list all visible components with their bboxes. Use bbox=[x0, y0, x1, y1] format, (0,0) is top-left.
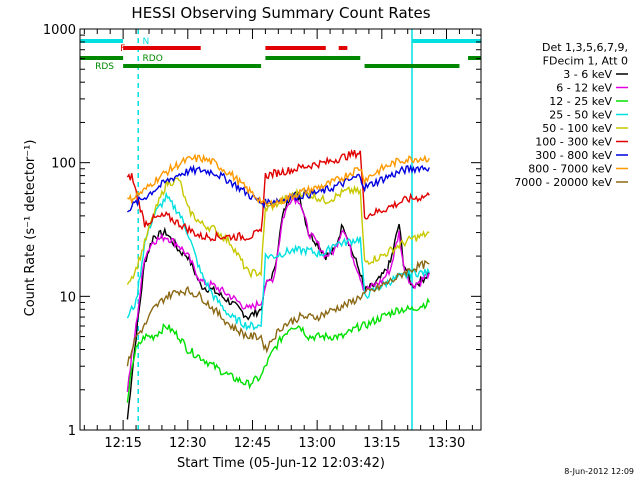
flag-label-n: N bbox=[143, 37, 150, 47]
legend-header-line-1: FDecim 1, Att 0 bbox=[543, 55, 628, 68]
legend-entry-7: 800 - 7000 keV bbox=[528, 163, 612, 176]
series-line-7 bbox=[127, 153, 430, 208]
legend-header-line-0: Det 1,3,5,6,7,9, bbox=[542, 41, 628, 54]
x-tick-label-0: 12:15 bbox=[104, 436, 141, 451]
flag-label-rds: RDS bbox=[95, 62, 114, 72]
legend-entry-6: 300 - 800 keV bbox=[535, 149, 612, 162]
y-axis-label: Count Rate (s⁻¹ detector⁻¹) bbox=[23, 140, 38, 317]
legend-entry-8: 7000 - 20000 keV bbox=[514, 176, 612, 189]
axes: 1 10 100 1000 12:15 12:30 12:45 13:00 13:15 13:30 bbox=[43, 23, 482, 451]
x-tick-label-4: 13:15 bbox=[363, 436, 400, 451]
y-tick-label-1: 10 bbox=[59, 290, 76, 305]
legend-entry-2: 12 - 25 keV bbox=[549, 95, 612, 108]
legend: Det 1,3,5,6,7,9,FDecim 1, Att 03 - 6 keV… bbox=[514, 41, 628, 189]
plot-area: N F RDO RDS bbox=[80, 29, 481, 430]
legend-entry-1: 6 - 12 keV bbox=[556, 82, 612, 95]
series-line-8 bbox=[126, 259, 430, 367]
x-tick-label-2: 12:45 bbox=[234, 436, 271, 451]
series-line-5 bbox=[126, 148, 430, 242]
plot-frame bbox=[79, 28, 482, 431]
x-tick-label-1: 12:30 bbox=[169, 436, 206, 451]
legend-entry-5: 100 - 300 keV bbox=[535, 136, 612, 149]
y-tick-label-3: 1000 bbox=[43, 23, 76, 38]
plot-clip-group bbox=[126, 29, 430, 430]
legend-entry-3: 25 - 50 keV bbox=[549, 109, 612, 122]
x-tick-label-3: 13:00 bbox=[298, 436, 335, 451]
legend-entry-4: 50 - 100 keV bbox=[542, 122, 612, 135]
chart-title: HESSI Observing Summary Count Rates bbox=[131, 4, 430, 22]
x-tick-label-5: 13:30 bbox=[428, 436, 465, 451]
series-line-4 bbox=[126, 177, 430, 285]
date-stamp: 8-Jun-2012 12:09 bbox=[564, 467, 634, 476]
x-axis-label: Start Time (05-Jun-12 12:03:42) bbox=[177, 456, 385, 471]
series-line-2 bbox=[126, 297, 430, 403]
y-tick-label-2: 100 bbox=[51, 157, 76, 172]
flag-label-rdo: RDO bbox=[143, 54, 163, 64]
legend-entry-0: 3 - 6 keV bbox=[563, 68, 612, 81]
y-tick-label-0: 1 bbox=[68, 424, 76, 439]
series-line-1 bbox=[126, 196, 430, 392]
flag-label-f: F bbox=[120, 44, 125, 54]
